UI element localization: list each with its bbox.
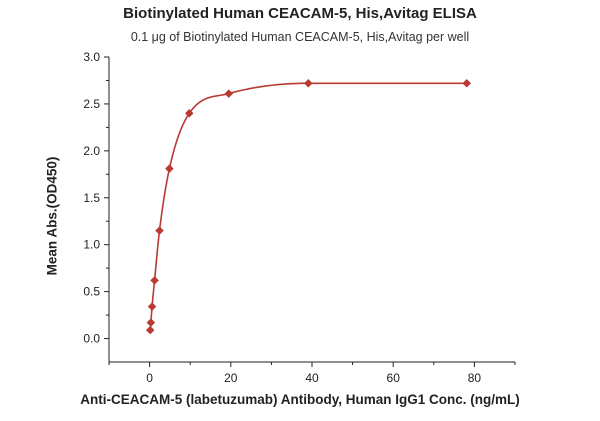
data-point [145,325,155,335]
data-point [146,318,156,327]
data-point [155,226,164,235]
chart-subtitle: 0.1 μg of Biotinylated Human CEACAM-5, H… [130,30,470,44]
fit-curve [149,82,467,331]
data-points-layer [145,78,472,335]
x-axis-label: Anti-CEACAM-5 (labetuzumab) Antibody, Hu… [80,392,520,407]
data-point [224,89,234,98]
y-tick-label: 2.5 [83,97,100,111]
y-tick-label: 1.0 [83,238,100,252]
data-point [150,276,159,285]
x-tick-label: 60 [387,371,401,385]
data-point [165,164,174,174]
chart-title: Biotinylated Human CEACAM-5, His,Avitag … [123,5,477,22]
data-point [184,108,194,118]
data-point [462,78,472,88]
axes: 0.0 0.5 1.0 1.5 2.0 2.5 3.0 0 20 40 60 80 [83,50,516,385]
y-tick-label: 1.5 [83,191,100,205]
fit-curve-layer [149,82,467,331]
data-point [147,302,157,311]
x-tick-label: 40 [305,371,319,385]
y-tick-label: 3.0 [83,50,100,64]
y-tick-label: 2.0 [83,144,100,158]
x-tick-label: 80 [468,371,482,385]
x-tick-label: 0 [146,371,153,385]
data-point [303,78,313,88]
y-axis-label: Mean Abs.(OD450) [44,156,60,276]
y-tick-label: 0.5 [83,285,100,299]
y-tick-label: 0.0 [83,332,100,346]
x-tick-label: 20 [224,371,238,385]
